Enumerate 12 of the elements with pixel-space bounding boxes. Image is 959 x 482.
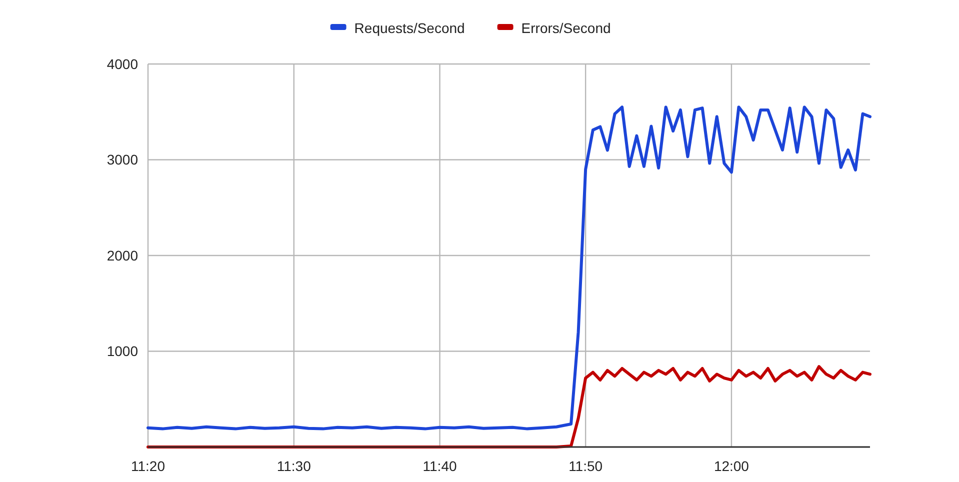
y-tick-label: 2000 (106, 247, 138, 264)
line-series (146, 106, 872, 430)
legend-label: Requests/Second (354, 20, 465, 36)
x-tick-label: 11:50 (568, 458, 603, 474)
x-tick-label: 11:40 (422, 458, 457, 474)
y-tick-label: 1000 (106, 343, 138, 360)
legend-label: Errors/Second (521, 20, 611, 36)
x-tick-label: 11:30 (276, 458, 312, 474)
x-tick-label: 11:20 (131, 458, 166, 474)
y-tick-label: 3000 (106, 152, 138, 168)
x-tick-label: 12:00 (714, 458, 750, 474)
y-tick-label: 4000 (106, 56, 138, 72)
